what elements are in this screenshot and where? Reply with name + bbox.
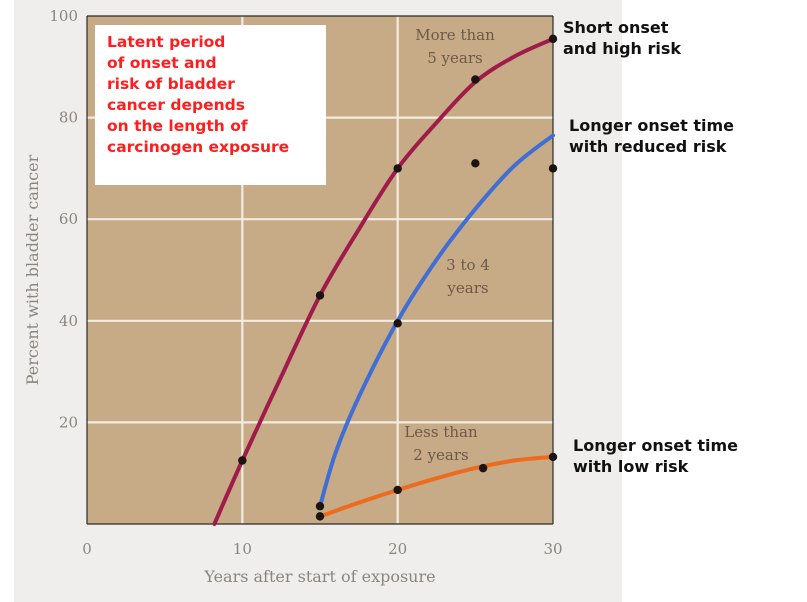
series-curve-less-than-2-years xyxy=(318,454,555,519)
data-point-3-to-4-years xyxy=(315,502,325,511)
x-axis-title: Years after start of exposure xyxy=(203,567,435,586)
data-point-more-than-5-years xyxy=(238,456,247,465)
series-label-3-to-4-years: 3 to 4 years xyxy=(446,256,490,297)
series-curve-3-to-4-years xyxy=(318,133,555,509)
x-tick-label: 20 xyxy=(388,540,407,558)
series-labels: More than 5 years 3 to 4 years Less than 2 ye… xyxy=(404,26,495,464)
data-point-more-than-5-years xyxy=(393,164,402,173)
note-line: with low risk xyxy=(573,457,689,476)
note-line: with reduced risk xyxy=(569,137,727,156)
series-label-line: More than xyxy=(415,26,495,44)
series-label-line: Less than xyxy=(404,423,478,441)
data-point-less-than-2-years xyxy=(478,463,488,473)
series-label-line: 2 years xyxy=(413,446,468,464)
data-point-more-than-5-years xyxy=(315,291,325,300)
y-tick-label: 100 xyxy=(49,7,78,25)
note-line: Short onset xyxy=(563,18,669,37)
series-label-line: 5 years xyxy=(427,49,482,67)
callout-line: on the length of xyxy=(107,117,248,135)
y-axis-title: Percent with bladder cancer xyxy=(23,154,42,385)
data-point-3-to-4-years xyxy=(393,319,402,328)
tick-labels: 0 10 20 30 20 40 60 80 100 xyxy=(49,7,562,558)
series-curves xyxy=(212,36,555,526)
x-tick-label: 0 xyxy=(82,540,92,558)
series-label-line: 3 to 4 xyxy=(446,256,490,274)
y-tick-label: 80 xyxy=(59,109,78,127)
callout-line: cancer depends xyxy=(107,96,245,114)
data-point-3-to-4-years xyxy=(548,164,558,173)
callout-line: risk of bladder xyxy=(107,75,235,93)
y-tick-label: 40 xyxy=(59,312,78,330)
note-line: Longer onset time xyxy=(573,436,738,455)
x-tick-label: 10 xyxy=(233,540,252,558)
data-point-3-to-4-years xyxy=(471,159,480,168)
note-low-risk: Longer onset time with low risk xyxy=(573,435,738,477)
note-line: Longer onset time xyxy=(569,116,734,135)
callout-line: of onset and xyxy=(107,54,217,72)
callout-line: carcinogen exposure xyxy=(107,138,290,156)
callout-line: Latent period xyxy=(107,33,226,51)
y-tick-label: 20 xyxy=(59,413,78,431)
data-point-more-than-5-years xyxy=(471,75,480,84)
data-point-more-than-5-years xyxy=(548,34,558,44)
x-tick-label: 30 xyxy=(543,540,562,558)
note-high-risk: Short onset and high risk xyxy=(563,17,681,59)
data-point-less-than-2-years xyxy=(315,512,325,521)
data-points xyxy=(238,34,558,521)
data-point-less-than-2-years xyxy=(548,452,558,462)
series-label-line: years xyxy=(446,279,488,297)
y-tick-label: 60 xyxy=(59,210,78,228)
data-point-less-than-2-years xyxy=(393,485,402,495)
series-label-less-than-2-years: Less than 2 years xyxy=(404,423,478,464)
note-line: and high risk xyxy=(563,39,682,58)
series-label-more-than-5-years: More than 5 years xyxy=(415,26,495,67)
callout-box: Latent period of onset and risk of bladd… xyxy=(95,25,326,185)
note-reduced-risk: Longer onset time with reduced risk xyxy=(569,115,734,157)
series-curve-more-than-5-years xyxy=(212,36,555,526)
